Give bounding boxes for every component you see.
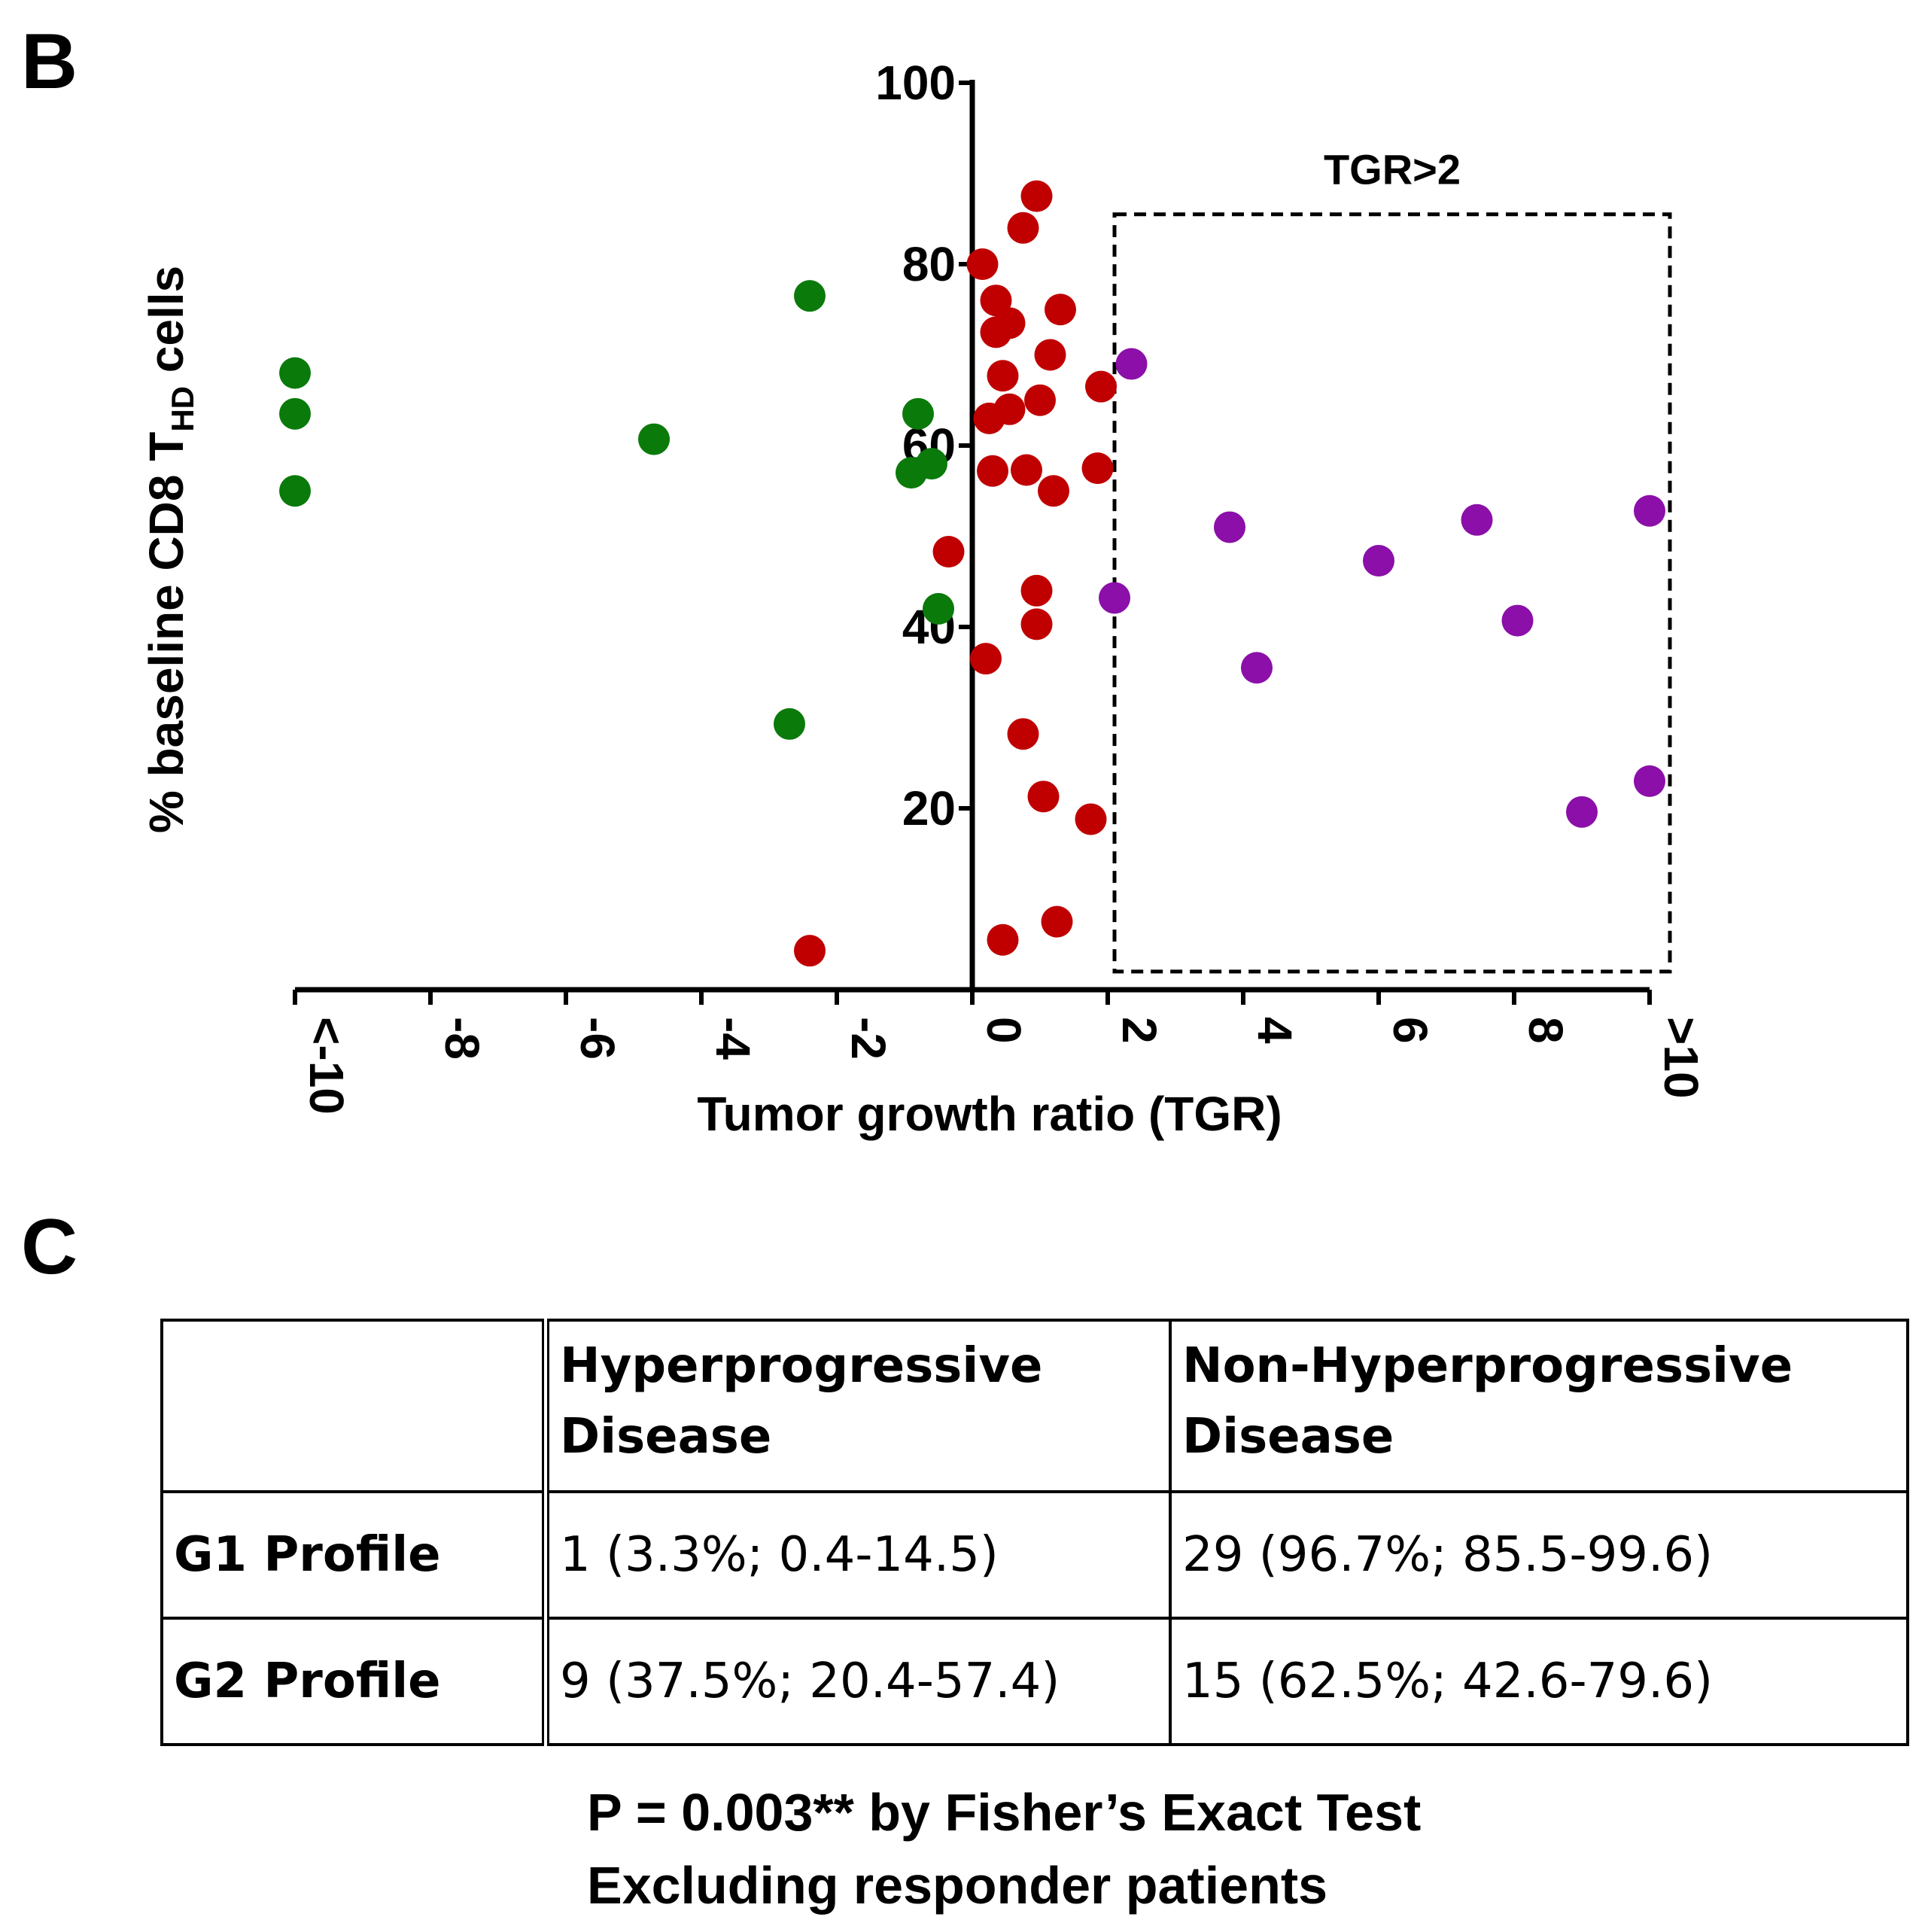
y-tick-label: 100 [875, 56, 956, 110]
data-point-red [794, 935, 826, 967]
data-point-red [1034, 339, 1066, 371]
table-row: G2 Profile 9 (37.5%; 20.4-57.4) 15 (62.5… [160, 1617, 1909, 1746]
data-point-green [794, 280, 826, 312]
data-point-red [1041, 905, 1073, 938]
data-point-purple [1634, 765, 1665, 797]
table-cell: 15 (62.5%; 42.6-79.6) [1169, 1617, 1909, 1746]
p-value-footnote: P = 0.003** by Fisher’s Exact Test [587, 1783, 1422, 1842]
data-point-purple [1214, 511, 1245, 543]
table-header-row: Hyperprogressive Disease Non-Hyperprogre… [160, 1319, 1909, 1493]
data-point-red [1007, 718, 1039, 750]
y-axis-label-suffix: cells [139, 266, 193, 386]
x-tick-label: >10 [1654, 1017, 1708, 1099]
data-point-green [902, 397, 934, 430]
x-tick-label: -4 [706, 1017, 760, 1060]
x-tick-label: -2 [841, 1017, 896, 1060]
x-tick-label: 8 [1519, 1017, 1573, 1044]
x-tick-label: 0 [977, 1017, 1031, 1044]
data-point-red [977, 455, 1008, 487]
x-axis-ticks: <-10 -8 -6 -4 -2 0 2 4 6 8 >10 [293, 990, 1708, 1115]
data-point-green [279, 397, 311, 430]
data-point-red [980, 284, 1012, 317]
data-point-red [1075, 803, 1107, 835]
data-points [279, 180, 1665, 967]
data-point-red [980, 316, 1012, 348]
y-tick-label: 20 [902, 781, 956, 835]
table-row-label: G1 Profile [160, 1490, 549, 1620]
data-point-purple [1099, 582, 1130, 614]
y-axis-label-main: % baseline CD8 T [139, 432, 193, 834]
tgr-annotation-box [1112, 212, 1672, 974]
data-point-purple [1241, 652, 1273, 684]
data-point-purple [1363, 545, 1394, 577]
panel-c-letter: C [21, 1203, 78, 1291]
data-point-red [1045, 294, 1076, 326]
x-tick-label: -6 [570, 1017, 625, 1060]
x-tick-label: 6 [1383, 1017, 1437, 1044]
chart-axes [295, 80, 1650, 993]
tgr-annotation-label: TGR>2 [1324, 146, 1461, 193]
data-point-green [638, 423, 670, 455]
results-table: Hyperprogressive Disease Non-Hyperprogre… [160, 1319, 1909, 1746]
data-point-red [1020, 608, 1053, 640]
data-point-red [966, 248, 999, 280]
exclusion-footnote: Excluding responder patients [587, 1856, 1328, 1915]
data-point-green [774, 707, 805, 740]
x-axis-label: Tumor growth ratio (TGR) [697, 1087, 1282, 1141]
data-point-green [896, 457, 927, 489]
y-axis-label: % baseline CD8 THD cells [139, 266, 200, 833]
data-point-green [923, 592, 954, 625]
data-point-red [1027, 780, 1060, 813]
x-tick-label: -8 [435, 1017, 489, 1060]
data-point-green [279, 357, 311, 389]
data-point-red [1020, 574, 1053, 607]
data-point-red [1011, 454, 1042, 486]
data-point-purple [1634, 494, 1665, 527]
panel-b-letter: B [21, 18, 78, 105]
table-header-cell [160, 1319, 549, 1493]
x-tick-label: 4 [1248, 1017, 1302, 1044]
y-axis-label-sub: HD [165, 386, 200, 432]
table-header-cell: Non-Hyperprogressive Disease [1169, 1319, 1909, 1493]
table-row: G1 Profile 1 (3.3%; 0.4-14.5) 29 (96.7%;… [160, 1490, 1909, 1620]
table-header-cell: Hyperprogressive Disease [544, 1319, 1172, 1493]
data-point-red [987, 923, 1019, 956]
table-row-label: G2 Profile [160, 1617, 549, 1746]
y-tick-label: 80 [902, 237, 956, 291]
data-point-red [1085, 370, 1117, 403]
data-point-red [987, 360, 1019, 392]
data-point-red [1007, 211, 1039, 244]
data-point-red [973, 402, 1005, 434]
table-cell: 9 (37.5%; 20.4-57.4) [544, 1617, 1172, 1746]
data-point-purple [1115, 348, 1148, 380]
table-cell: 1 (3.3%; 0.4-14.5) [544, 1490, 1172, 1620]
data-point-green [279, 475, 311, 507]
data-point-red [1038, 475, 1069, 507]
data-point-red [1024, 384, 1056, 416]
data-point-purple [1461, 504, 1493, 536]
x-tick-label: <-10 [300, 1017, 354, 1115]
x-tick-label: 2 [1112, 1017, 1166, 1044]
data-point-purple [1566, 796, 1598, 828]
data-point-purple [1501, 604, 1534, 637]
data-point-red [932, 535, 965, 567]
data-point-red [1020, 180, 1053, 212]
table-cell: 29 (96.7%; 85.5-99.6) [1169, 1490, 1909, 1620]
data-point-red [970, 643, 1002, 675]
data-point-red [1081, 452, 1114, 485]
